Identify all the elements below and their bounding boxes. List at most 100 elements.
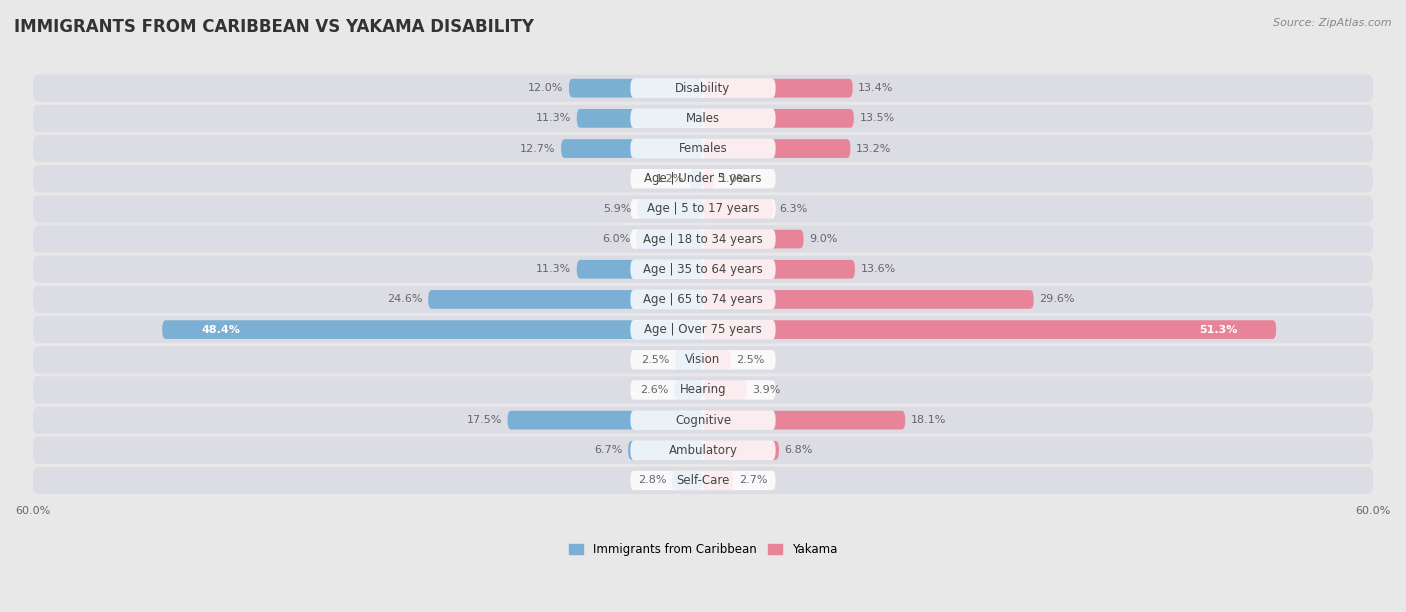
FancyBboxPatch shape [630,411,776,430]
FancyBboxPatch shape [630,169,776,188]
FancyBboxPatch shape [630,78,776,98]
FancyBboxPatch shape [637,200,703,218]
FancyBboxPatch shape [630,230,776,249]
FancyBboxPatch shape [703,320,1277,339]
FancyBboxPatch shape [703,109,853,128]
FancyBboxPatch shape [32,195,1374,222]
Text: Disability: Disability [675,81,731,95]
Text: Age | Under 5 years: Age | Under 5 years [644,172,762,185]
Text: 6.0%: 6.0% [602,234,630,244]
Text: IMMIGRANTS FROM CARIBBEAN VS YAKAMA DISABILITY: IMMIGRANTS FROM CARIBBEAN VS YAKAMA DISA… [14,18,534,36]
FancyBboxPatch shape [32,467,1374,494]
FancyBboxPatch shape [628,441,703,460]
FancyBboxPatch shape [672,471,703,490]
Text: 6.7%: 6.7% [595,446,623,455]
Text: Vision: Vision [685,353,721,367]
FancyBboxPatch shape [689,170,703,188]
FancyBboxPatch shape [32,346,1374,373]
FancyBboxPatch shape [673,381,703,399]
FancyBboxPatch shape [630,259,776,279]
Text: 17.5%: 17.5% [467,415,502,425]
FancyBboxPatch shape [703,441,779,460]
Text: Age | 5 to 17 years: Age | 5 to 17 years [647,203,759,215]
FancyBboxPatch shape [703,230,804,248]
Text: Females: Females [679,142,727,155]
FancyBboxPatch shape [32,75,1374,102]
Text: 2.6%: 2.6% [640,385,668,395]
FancyBboxPatch shape [561,139,703,158]
Text: 5.9%: 5.9% [603,204,631,214]
FancyBboxPatch shape [703,351,731,369]
FancyBboxPatch shape [576,260,703,278]
FancyBboxPatch shape [630,320,776,339]
Text: 1.0%: 1.0% [720,174,748,184]
FancyBboxPatch shape [32,165,1374,192]
FancyBboxPatch shape [636,230,703,248]
Text: Age | Over 75 years: Age | Over 75 years [644,323,762,336]
FancyBboxPatch shape [630,109,776,128]
FancyBboxPatch shape [703,290,1033,309]
FancyBboxPatch shape [569,79,703,97]
FancyBboxPatch shape [429,290,703,309]
Text: 48.4%: 48.4% [201,324,240,335]
FancyBboxPatch shape [703,381,747,399]
FancyBboxPatch shape [32,437,1374,464]
Text: 2.7%: 2.7% [738,476,768,485]
Text: 1.2%: 1.2% [655,174,683,184]
FancyBboxPatch shape [32,376,1374,403]
Text: 2.5%: 2.5% [641,355,669,365]
FancyBboxPatch shape [32,105,1374,132]
FancyBboxPatch shape [703,260,855,278]
FancyBboxPatch shape [32,256,1374,283]
Text: Hearing: Hearing [679,384,727,397]
Text: Source: ZipAtlas.com: Source: ZipAtlas.com [1274,18,1392,28]
Text: 51.3%: 51.3% [1199,324,1237,335]
FancyBboxPatch shape [576,109,703,128]
Text: 6.3%: 6.3% [779,204,807,214]
Text: 29.6%: 29.6% [1039,294,1074,304]
Text: Age | 18 to 34 years: Age | 18 to 34 years [643,233,763,245]
FancyBboxPatch shape [630,289,776,309]
FancyBboxPatch shape [703,471,733,490]
FancyBboxPatch shape [32,286,1374,313]
Text: Males: Males [686,112,720,125]
Text: 12.0%: 12.0% [529,83,564,93]
Text: 3.9%: 3.9% [752,385,780,395]
Text: 12.7%: 12.7% [520,144,555,154]
Text: 9.0%: 9.0% [808,234,838,244]
FancyBboxPatch shape [675,351,703,369]
FancyBboxPatch shape [703,200,773,218]
Text: 18.1%: 18.1% [911,415,946,425]
FancyBboxPatch shape [630,139,776,159]
Text: 11.3%: 11.3% [536,264,571,274]
Text: Self-Care: Self-Care [676,474,730,487]
FancyBboxPatch shape [32,135,1374,162]
FancyBboxPatch shape [32,225,1374,253]
FancyBboxPatch shape [630,380,776,400]
Text: 2.8%: 2.8% [638,476,666,485]
Text: Age | 35 to 64 years: Age | 35 to 64 years [643,263,763,276]
FancyBboxPatch shape [703,170,714,188]
Text: 13.4%: 13.4% [858,83,894,93]
FancyBboxPatch shape [32,406,1374,434]
Text: Cognitive: Cognitive [675,414,731,427]
FancyBboxPatch shape [703,411,905,430]
FancyBboxPatch shape [162,320,703,339]
FancyBboxPatch shape [630,199,776,218]
Legend: Immigrants from Caribbean, Yakama: Immigrants from Caribbean, Yakama [564,538,842,561]
Text: Ambulatory: Ambulatory [668,444,738,457]
Text: 2.5%: 2.5% [737,355,765,365]
Text: 13.2%: 13.2% [856,144,891,154]
FancyBboxPatch shape [703,139,851,158]
Text: 13.6%: 13.6% [860,264,896,274]
FancyBboxPatch shape [630,441,776,460]
FancyBboxPatch shape [32,316,1374,343]
Text: 24.6%: 24.6% [387,294,423,304]
FancyBboxPatch shape [630,471,776,490]
Text: 11.3%: 11.3% [536,113,571,124]
FancyBboxPatch shape [630,350,776,370]
FancyBboxPatch shape [703,79,852,97]
Text: Age | 65 to 74 years: Age | 65 to 74 years [643,293,763,306]
FancyBboxPatch shape [508,411,703,430]
Text: 13.5%: 13.5% [859,113,894,124]
